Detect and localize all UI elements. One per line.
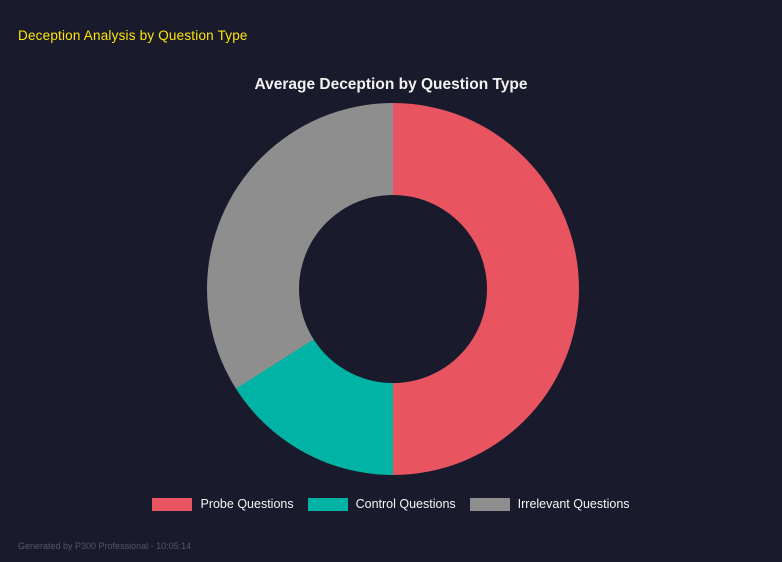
legend-label: Probe Questions	[200, 497, 294, 511]
legend-item[interactable]: Probe Questions	[152, 497, 294, 511]
donut-hole	[299, 195, 487, 383]
chart-legend: Probe Questions Control Questions Irreleva…	[0, 497, 782, 511]
legend-item[interactable]: Irrelevant Questions	[469, 497, 630, 511]
page-title: Deception Analysis by Question Type	[18, 28, 248, 43]
chart-title: Average Deception by Question Type	[254, 76, 528, 93]
footer-text: Generated by P300 Professional - 10:05:1…	[18, 541, 192, 551]
legend-swatch-icon	[152, 497, 193, 511]
donut-chart	[207, 103, 579, 475]
legend-label: Control Questions	[355, 497, 456, 511]
legend-swatch-icon	[307, 497, 348, 511]
legend-swatch-icon	[469, 497, 510, 511]
legend-label: Irrelevant Questions	[517, 497, 630, 511]
legend-item[interactable]: Control Questions	[307, 497, 456, 511]
